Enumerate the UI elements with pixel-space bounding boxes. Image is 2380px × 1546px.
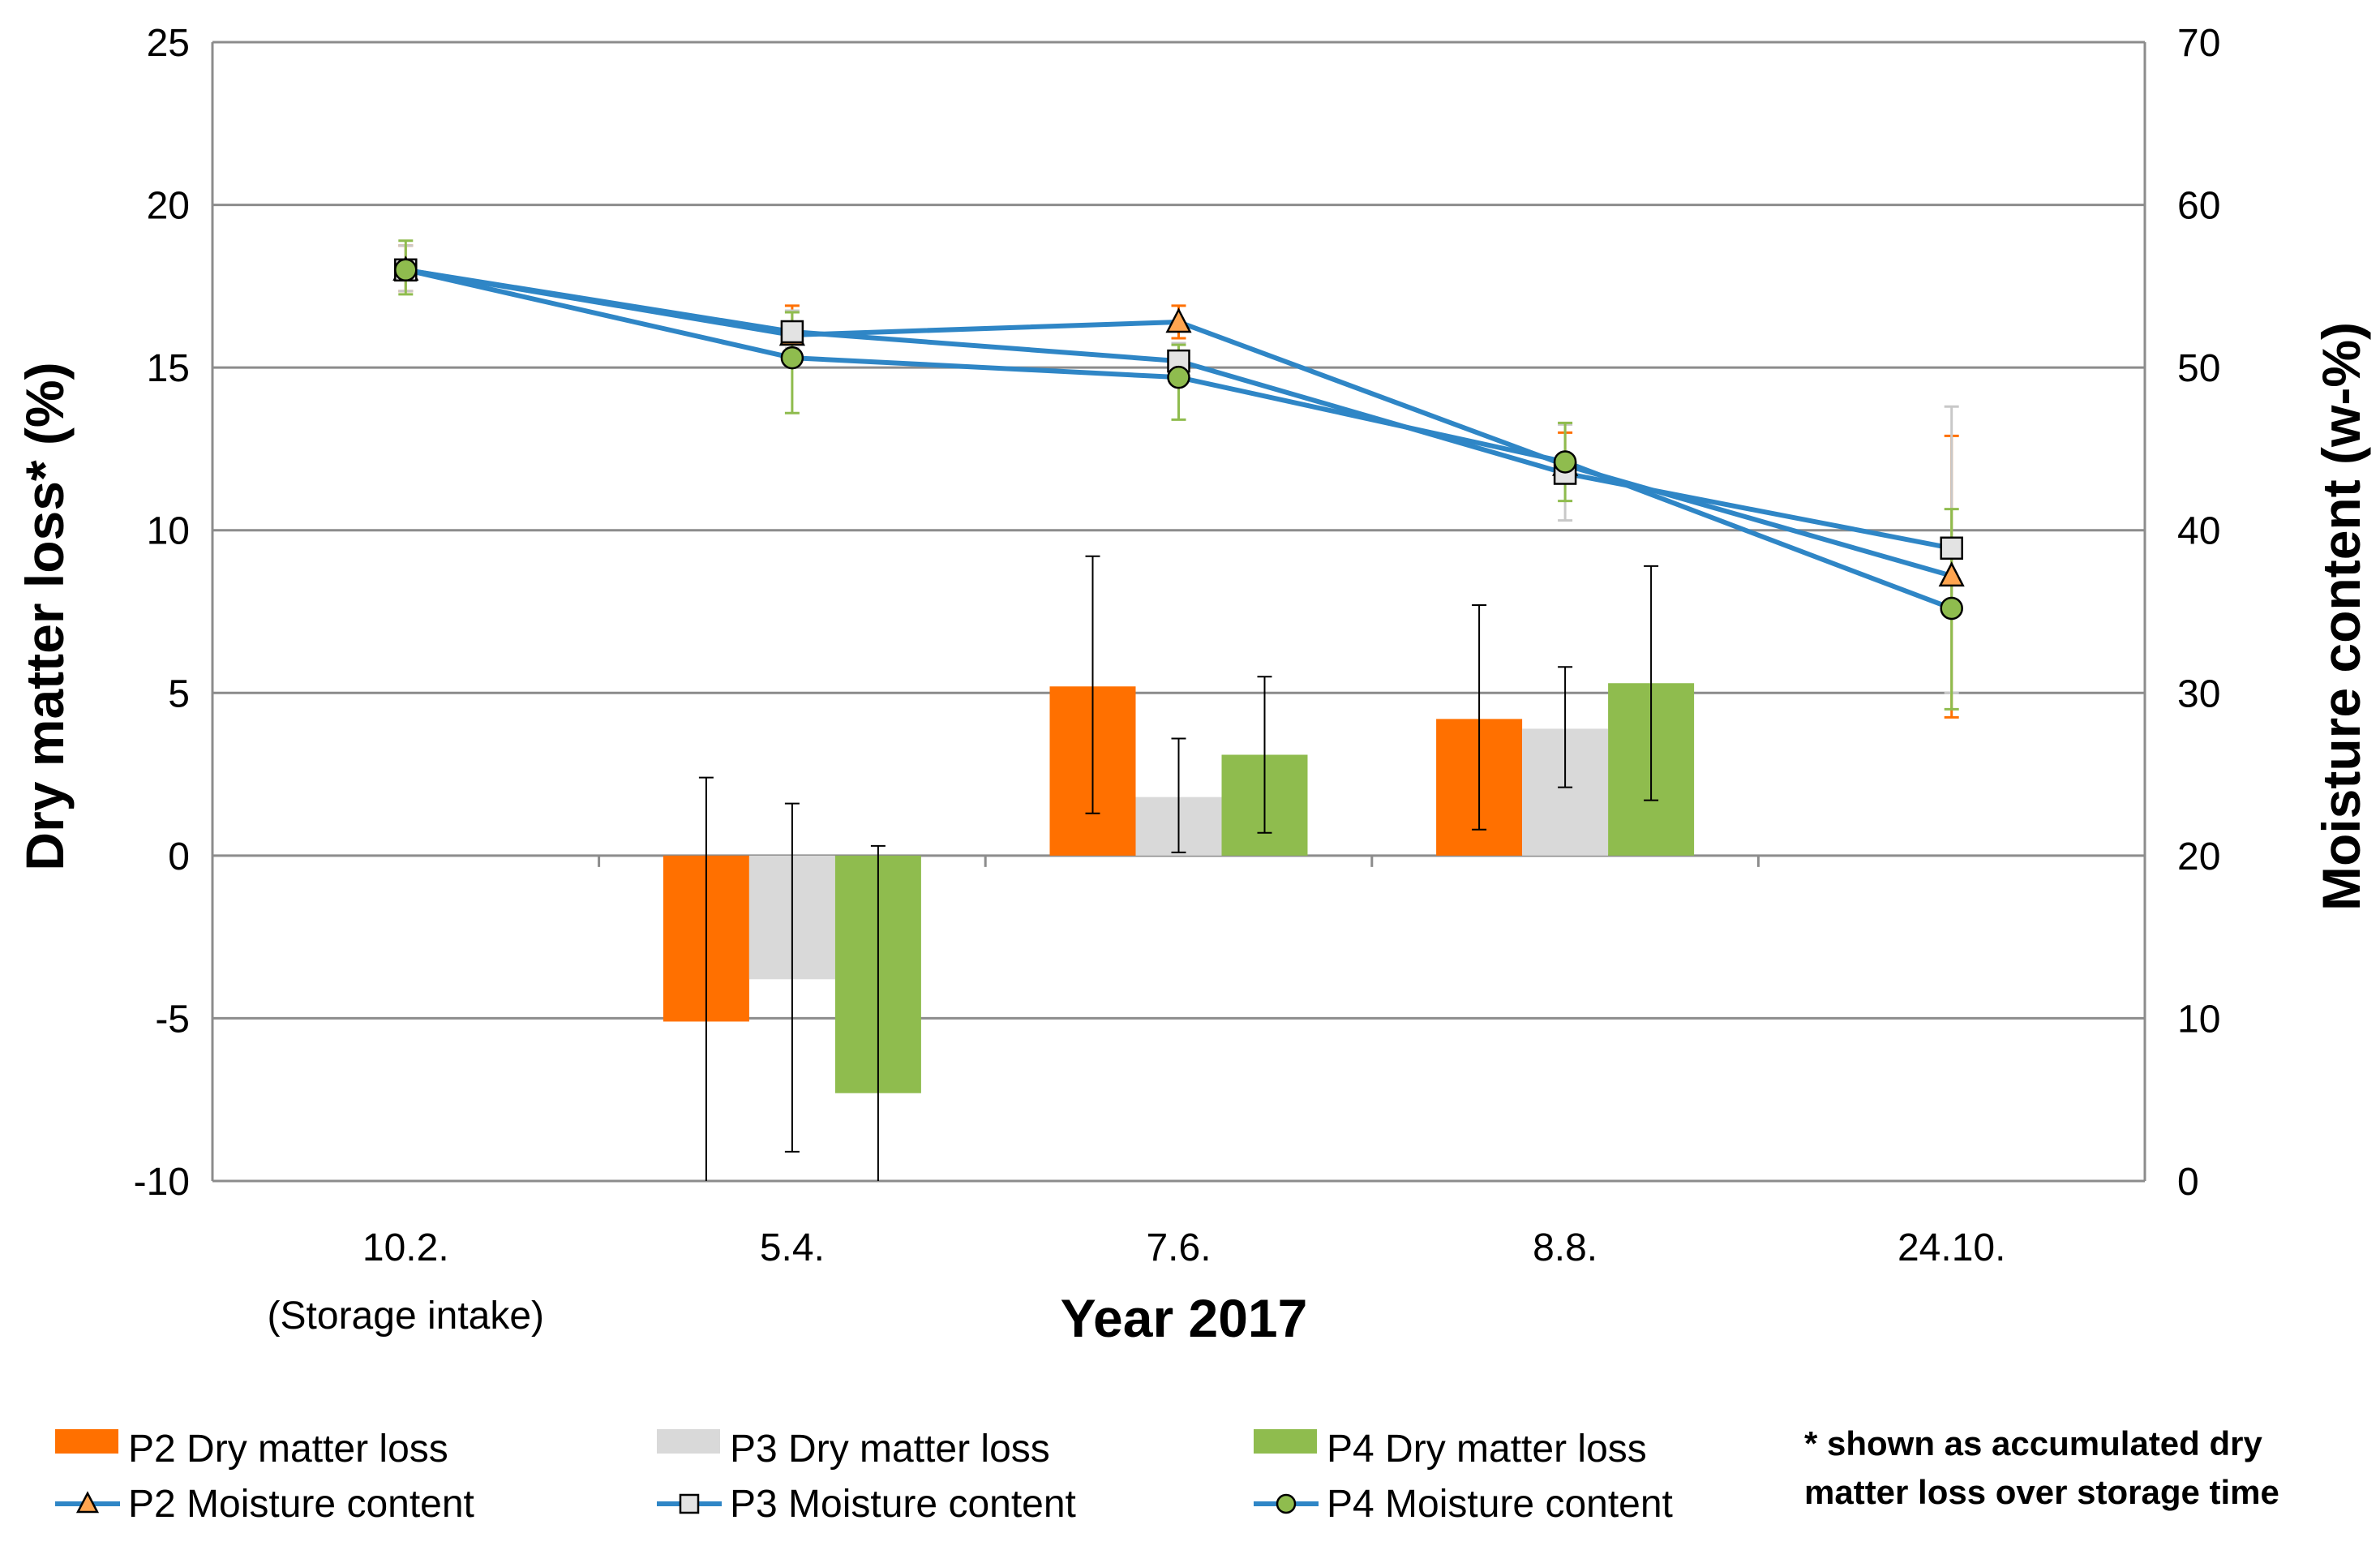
line-series [392, 239, 1965, 719]
x-tick-label: 10.2. [362, 1226, 449, 1269]
moisture-point [1940, 596, 1963, 621]
footnote-line-2: matter loss over storage time [1804, 1473, 2279, 1511]
left-tick-label: 15 [147, 347, 190, 390]
right-tick-label: 70 [2177, 22, 2220, 65]
x-tick-label: 24.10. [1898, 1226, 2005, 1269]
x-tick-label: 8.8. [1533, 1226, 1597, 1269]
right-axis-title: Moisture content (w-%) [2311, 322, 2371, 911]
left-tick-label: 20 [147, 185, 190, 228]
left-tick-label: -10 [134, 1161, 190, 1204]
legend-label: P3 Moisture content [730, 1483, 1076, 1526]
right-tick-label: 30 [2177, 672, 2220, 715]
right-tick-label: 0 [2177, 1161, 2199, 1204]
legend-label: P4 Dry matter loss [1327, 1428, 1647, 1471]
legend-swatch [55, 1429, 118, 1454]
moisture-point [394, 258, 418, 282]
left-axis-title: Dry matter loss* (%) [15, 362, 75, 870]
x-tick-label: 7.6. [1146, 1226, 1211, 1269]
left-tick-label: 25 [147, 22, 190, 65]
x-axis-title: Year 2017 [1061, 1288, 1308, 1348]
left-tick-label: 0 [168, 835, 190, 878]
legend-label: P2 Moisture content [128, 1483, 474, 1526]
legend-label: P2 Dry matter loss [128, 1428, 448, 1471]
moisture-point [780, 320, 804, 344]
legend-marker [1276, 1493, 1297, 1514]
legend: P2 Dry matter loss P3 Dry matter loss P4 D… [55, 1428, 1673, 1526]
left-tick-label: -5 [155, 998, 190, 1041]
right-tick-label: 40 [2177, 510, 2220, 553]
footnote-line-1: * shown as accumulated dry [1804, 1424, 2262, 1462]
left-tick-label: 5 [168, 672, 190, 715]
x-tick-sublabel: (Storage intake) [268, 1295, 545, 1338]
right-tick-label: 10 [2177, 998, 2220, 1041]
moisture-point [1165, 307, 1192, 333]
legend-marker [75, 1491, 100, 1514]
moisture-point [1167, 365, 1190, 389]
right-tick-label: 20 [2177, 835, 2220, 878]
left-tick-label: 10 [147, 510, 190, 553]
moisture-point [1553, 450, 1577, 474]
legend-label: P3 Dry matter loss [730, 1428, 1050, 1471]
right-tick-label: 60 [2177, 185, 2220, 228]
moisture-point [1940, 536, 1963, 560]
tick-labels: 2520151050-5-1070605040302010010.2.(Stor… [134, 22, 2221, 1338]
bar-series [663, 555, 1695, 1181]
axes [211, 42, 2146, 1181]
right-tick-label: 50 [2177, 347, 2220, 390]
x-tick-label: 5.4. [760, 1226, 825, 1269]
moisture-point [1938, 561, 1965, 587]
legend-swatch [657, 1429, 720, 1454]
legend-swatch [1254, 1429, 1317, 1454]
gridlines [212, 41, 2145, 1183]
moisture-point [780, 346, 804, 370]
legend-label: P4 Moisture content [1327, 1483, 1673, 1526]
legend-marker [679, 1493, 700, 1514]
